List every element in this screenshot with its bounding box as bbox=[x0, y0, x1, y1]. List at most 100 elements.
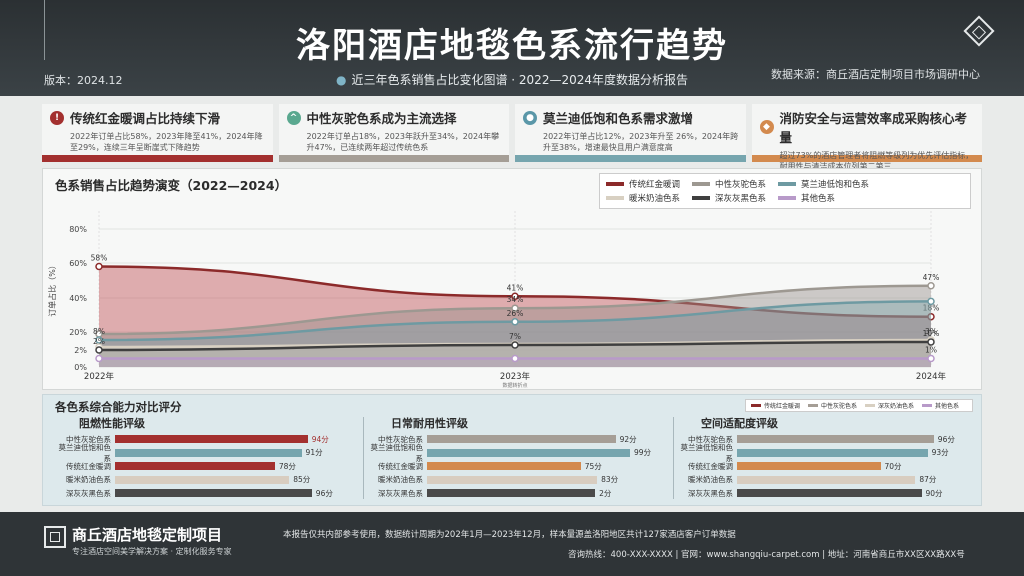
score-legend: 传统红金暖调 中性灰驼色系 深灰奶油色系 其他色系 bbox=[744, 399, 973, 412]
group-divider bbox=[673, 417, 674, 499]
trend-legend: 传统红金暖调 中性灰驼色系 莫兰迪低饱和色系 暖米奶油色系 深灰灰黑色系 其他色系 bbox=[599, 173, 971, 209]
y-tick-label: 60% bbox=[69, 259, 87, 268]
data-point bbox=[927, 354, 935, 363]
legend-item: 传统红金暖调 bbox=[750, 401, 800, 410]
score-row: 深灰灰黑色系 96分 bbox=[57, 487, 357, 499]
score-bar bbox=[737, 435, 934, 443]
data-label: 18% bbox=[923, 304, 940, 313]
card-title: 中性灰驼色系成为主流选择 bbox=[306, 111, 457, 126]
legend-label: 莫兰迪低饱和色系 bbox=[801, 180, 870, 190]
bar-value-label: 93分 bbox=[931, 448, 949, 457]
data-label: 8% bbox=[93, 327, 105, 336]
score-bar bbox=[115, 462, 275, 470]
data-label: 3% bbox=[925, 327, 937, 336]
series-area bbox=[99, 358, 931, 367]
group-title: 日常耐用性评级 bbox=[391, 417, 468, 430]
data-source: 数据来源：商丘酒店定制项目市场调研中心 bbox=[771, 68, 980, 81]
header-divider bbox=[44, 0, 45, 60]
footer: 商丘酒店地毯定制项目 专注酒店空间美学解决方案 · 定制化服务专家 本报告仅共内… bbox=[0, 512, 1024, 576]
bar-value-label: 90分 bbox=[925, 488, 943, 498]
data-point bbox=[95, 346, 103, 354]
score-bar bbox=[115, 475, 290, 484]
data-label: 7% bbox=[509, 332, 521, 341]
score-bar bbox=[427, 448, 630, 457]
bar-category-label: 深灰灰黑色系 bbox=[378, 488, 423, 498]
card-title: 莫兰迪低饱和色系需求激增 bbox=[543, 111, 694, 126]
bar-category-label: 莫兰迪低饱和色系 bbox=[680, 442, 734, 463]
data-point bbox=[927, 297, 935, 306]
group-divider bbox=[363, 417, 364, 499]
bar-value-label: 94分 bbox=[311, 434, 329, 444]
data-point bbox=[511, 354, 519, 363]
group-title: 空间适配度评级 bbox=[701, 417, 778, 430]
card-desc: 2022年订单占比12%，2023年升至 26%，2024年跨升至38%，增速最… bbox=[543, 132, 739, 152]
x-note: 数据转折点 bbox=[502, 382, 527, 389]
card-title: 传统红金暖调占比持续下滑 bbox=[70, 111, 221, 126]
score-row: 暖米奶油色系 85分 bbox=[57, 474, 357, 486]
y-axis-label: 订单占比（%） bbox=[47, 261, 57, 317]
contact-info: 咨询热线：400-XXX-XXXX | 官网：www.shangqiu-carp… bbox=[568, 550, 965, 560]
version-label: 版本：2024.12 bbox=[44, 74, 123, 87]
legend-label: 暖米奶油色系 bbox=[629, 194, 681, 204]
score-group-space: 空间适配度评级 中性灰驼色系 96分 莫兰迪低饱和色系 93分 传统红金暖调 70分 暖米奶… bbox=[679, 415, 979, 505]
card-title: 消防安全与运营效率成采购核心考量 bbox=[779, 111, 968, 145]
bar-category-label: 中性灰驼色系 bbox=[378, 434, 423, 444]
legend-item: 中性灰驼色系 bbox=[807, 401, 857, 410]
bar-category-label: 中性灰驼色系 bbox=[688, 434, 733, 444]
legend-label: 深灰灰黑色系 bbox=[715, 194, 767, 204]
bar-value-label: 85分 bbox=[293, 475, 311, 484]
score-panel: 各色系综合能力对比评分 传统红金暖调 中性灰驼色系 深灰奶油色系 其他色系 阻燃性能评… bbox=[42, 394, 982, 506]
legend-item: 深灰奶油色系 bbox=[864, 401, 914, 410]
company-logo-icon bbox=[44, 526, 66, 548]
x-tick-label: 2022年 bbox=[84, 371, 115, 382]
group-title: 阻燃性能评级 bbox=[79, 417, 145, 430]
score-row: 莫兰迪低饱和色系 91分 bbox=[57, 443, 357, 463]
score-bar bbox=[115, 435, 308, 443]
data-label: 1% bbox=[925, 346, 937, 355]
legend-label: 传统红金暖调 bbox=[629, 180, 681, 190]
bar-value-label: 75分 bbox=[584, 461, 602, 471]
data-label: 26% bbox=[507, 309, 524, 318]
legend-label: 传统红金暖调 bbox=[763, 403, 800, 410]
legend-label: 其他色系 bbox=[934, 403, 959, 410]
legend-swatch bbox=[807, 404, 818, 407]
insight-card: ^ 中性灰驼色系成为主流选择 2022年订单占18%，2023年跃升至34%，20… bbox=[278, 104, 509, 162]
trend-up-icon: ^ bbox=[286, 110, 301, 125]
insight-cards: ! 传统红金暖调占比持续下滑 2022年订单占比58%，2023年降至41%，20… bbox=[42, 104, 982, 171]
data-point bbox=[95, 262, 103, 271]
company-slogan: 专注酒店空间美学解决方案 · 定制化服务专家 bbox=[72, 547, 232, 556]
score-row: 中性灰驼色系 94分 bbox=[57, 433, 357, 445]
legend-item: 暖米奶油色系 bbox=[606, 191, 680, 205]
data-label: 47% bbox=[923, 273, 940, 282]
score-row: 传统红金暖调 78分 bbox=[57, 460, 357, 472]
bar-category-label: 暖米奶油色系 bbox=[66, 475, 111, 484]
score-row: 传统红金暖调 75分 bbox=[369, 460, 669, 472]
score-row: 深灰灰黑色系 90分 bbox=[679, 487, 979, 499]
subtitle-text: 近三年色系销售占比变化图谱 · 2022—2024年度数据分析报告 bbox=[351, 73, 688, 87]
score-bar bbox=[427, 435, 616, 443]
bar-category-label: 传统红金暖调 bbox=[66, 461, 111, 471]
page-subtitle: ● 近三年色系销售占比变化图谱 · 2022—2024年度数据分析报告 bbox=[0, 71, 1024, 88]
score-row: 中性灰驼色系 92分 bbox=[369, 433, 669, 445]
legend-swatch bbox=[921, 404, 932, 407]
trend-chart-panel: 色系销售占比趋势演变（2022—2024） 传统红金暖调 中性灰驼色系 莫兰迪低饱和… bbox=[42, 168, 982, 390]
data-label: 2% bbox=[93, 337, 105, 346]
data-point bbox=[927, 282, 935, 290]
insight-card: ● 莫兰迪低饱和色系需求激增 2022年订单占比12%，2023年升至 26%，2… bbox=[515, 104, 746, 162]
legend-label: 深灰奶油色系 bbox=[877, 403, 914, 410]
data-point bbox=[511, 341, 519, 349]
score-row: 暖米奶油色系 83分 bbox=[369, 474, 669, 486]
score-row: 莫兰迪低饱和色系 99分 bbox=[369, 443, 669, 463]
legend-item: 莫兰迪低饱和色系 bbox=[778, 177, 869, 191]
alert-icon: ! bbox=[50, 110, 64, 125]
page-title: 洛阳酒店地毯色系流行趋势 bbox=[296, 26, 728, 66]
data-point bbox=[511, 292, 519, 300]
legend-swatch bbox=[606, 196, 624, 200]
legend-swatch bbox=[692, 182, 711, 186]
insight-card: ! 传统红金暖调占比持续下滑 2022年订单占比58%，2023年降至41%，20… bbox=[42, 104, 273, 162]
data-point bbox=[95, 354, 103, 363]
bar-category-label: 中性灰驼色系 bbox=[66, 434, 111, 444]
data-point bbox=[927, 338, 935, 346]
bar-category-label: 传统红金暖调 bbox=[378, 461, 423, 471]
